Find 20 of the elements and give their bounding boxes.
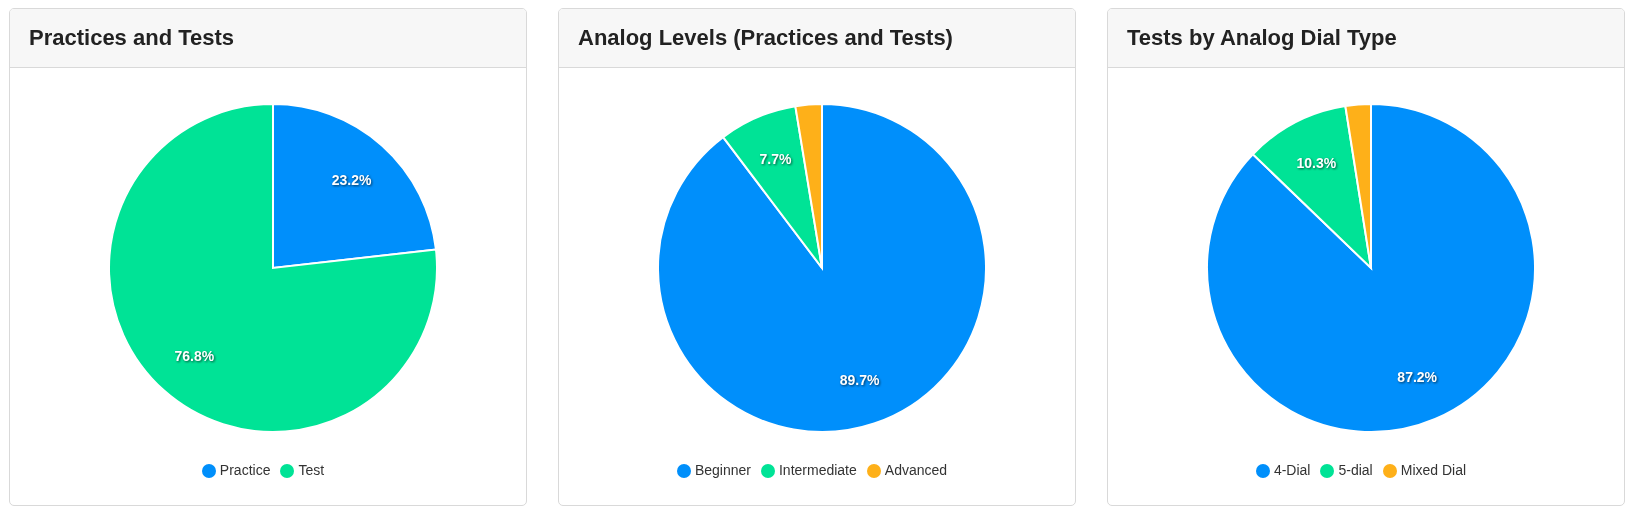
data-label: 23.2% bbox=[331, 171, 373, 188]
legend-label: Test bbox=[298, 461, 325, 478]
legend-label: Advanced bbox=[884, 461, 948, 478]
data-label: 10.3% bbox=[1296, 155, 1337, 172]
data-label: 87.2% bbox=[1397, 368, 1438, 385]
data-label: 76.8% bbox=[174, 348, 215, 365]
data-label: 7.7% bbox=[759, 151, 792, 168]
legend-label: Beginner bbox=[694, 461, 751, 478]
pie-slice bbox=[1206, 103, 1536, 433]
pie-slice bbox=[657, 103, 987, 433]
chart-title: Practices and Tests bbox=[10, 9, 526, 68]
legend-label: Practice bbox=[219, 461, 271, 478]
data-label: 89.7% bbox=[839, 371, 880, 388]
legend-label: Mixed Dial bbox=[1400, 461, 1467, 478]
legend-label: 5-dial bbox=[1338, 461, 1373, 478]
legend-label: 4-Dial bbox=[1273, 461, 1311, 478]
chart-title: Tests by Analog Dial Type bbox=[1108, 9, 1624, 68]
legend-label: Intermediate bbox=[778, 461, 857, 478]
chart-title: Analog Levels (Practices and Tests) bbox=[559, 9, 1075, 68]
pie-slice bbox=[108, 103, 438, 433]
